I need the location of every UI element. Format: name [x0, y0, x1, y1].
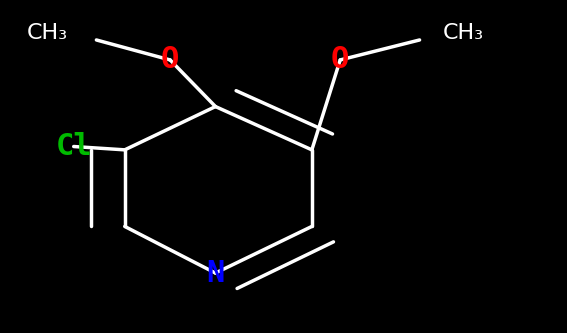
Text: O: O [161, 45, 179, 75]
Text: O: O [331, 45, 349, 75]
Text: Cl: Cl [56, 132, 92, 161]
Text: N: N [206, 258, 225, 288]
Text: CH₃: CH₃ [27, 23, 68, 43]
Text: CH₃: CH₃ [442, 23, 484, 43]
